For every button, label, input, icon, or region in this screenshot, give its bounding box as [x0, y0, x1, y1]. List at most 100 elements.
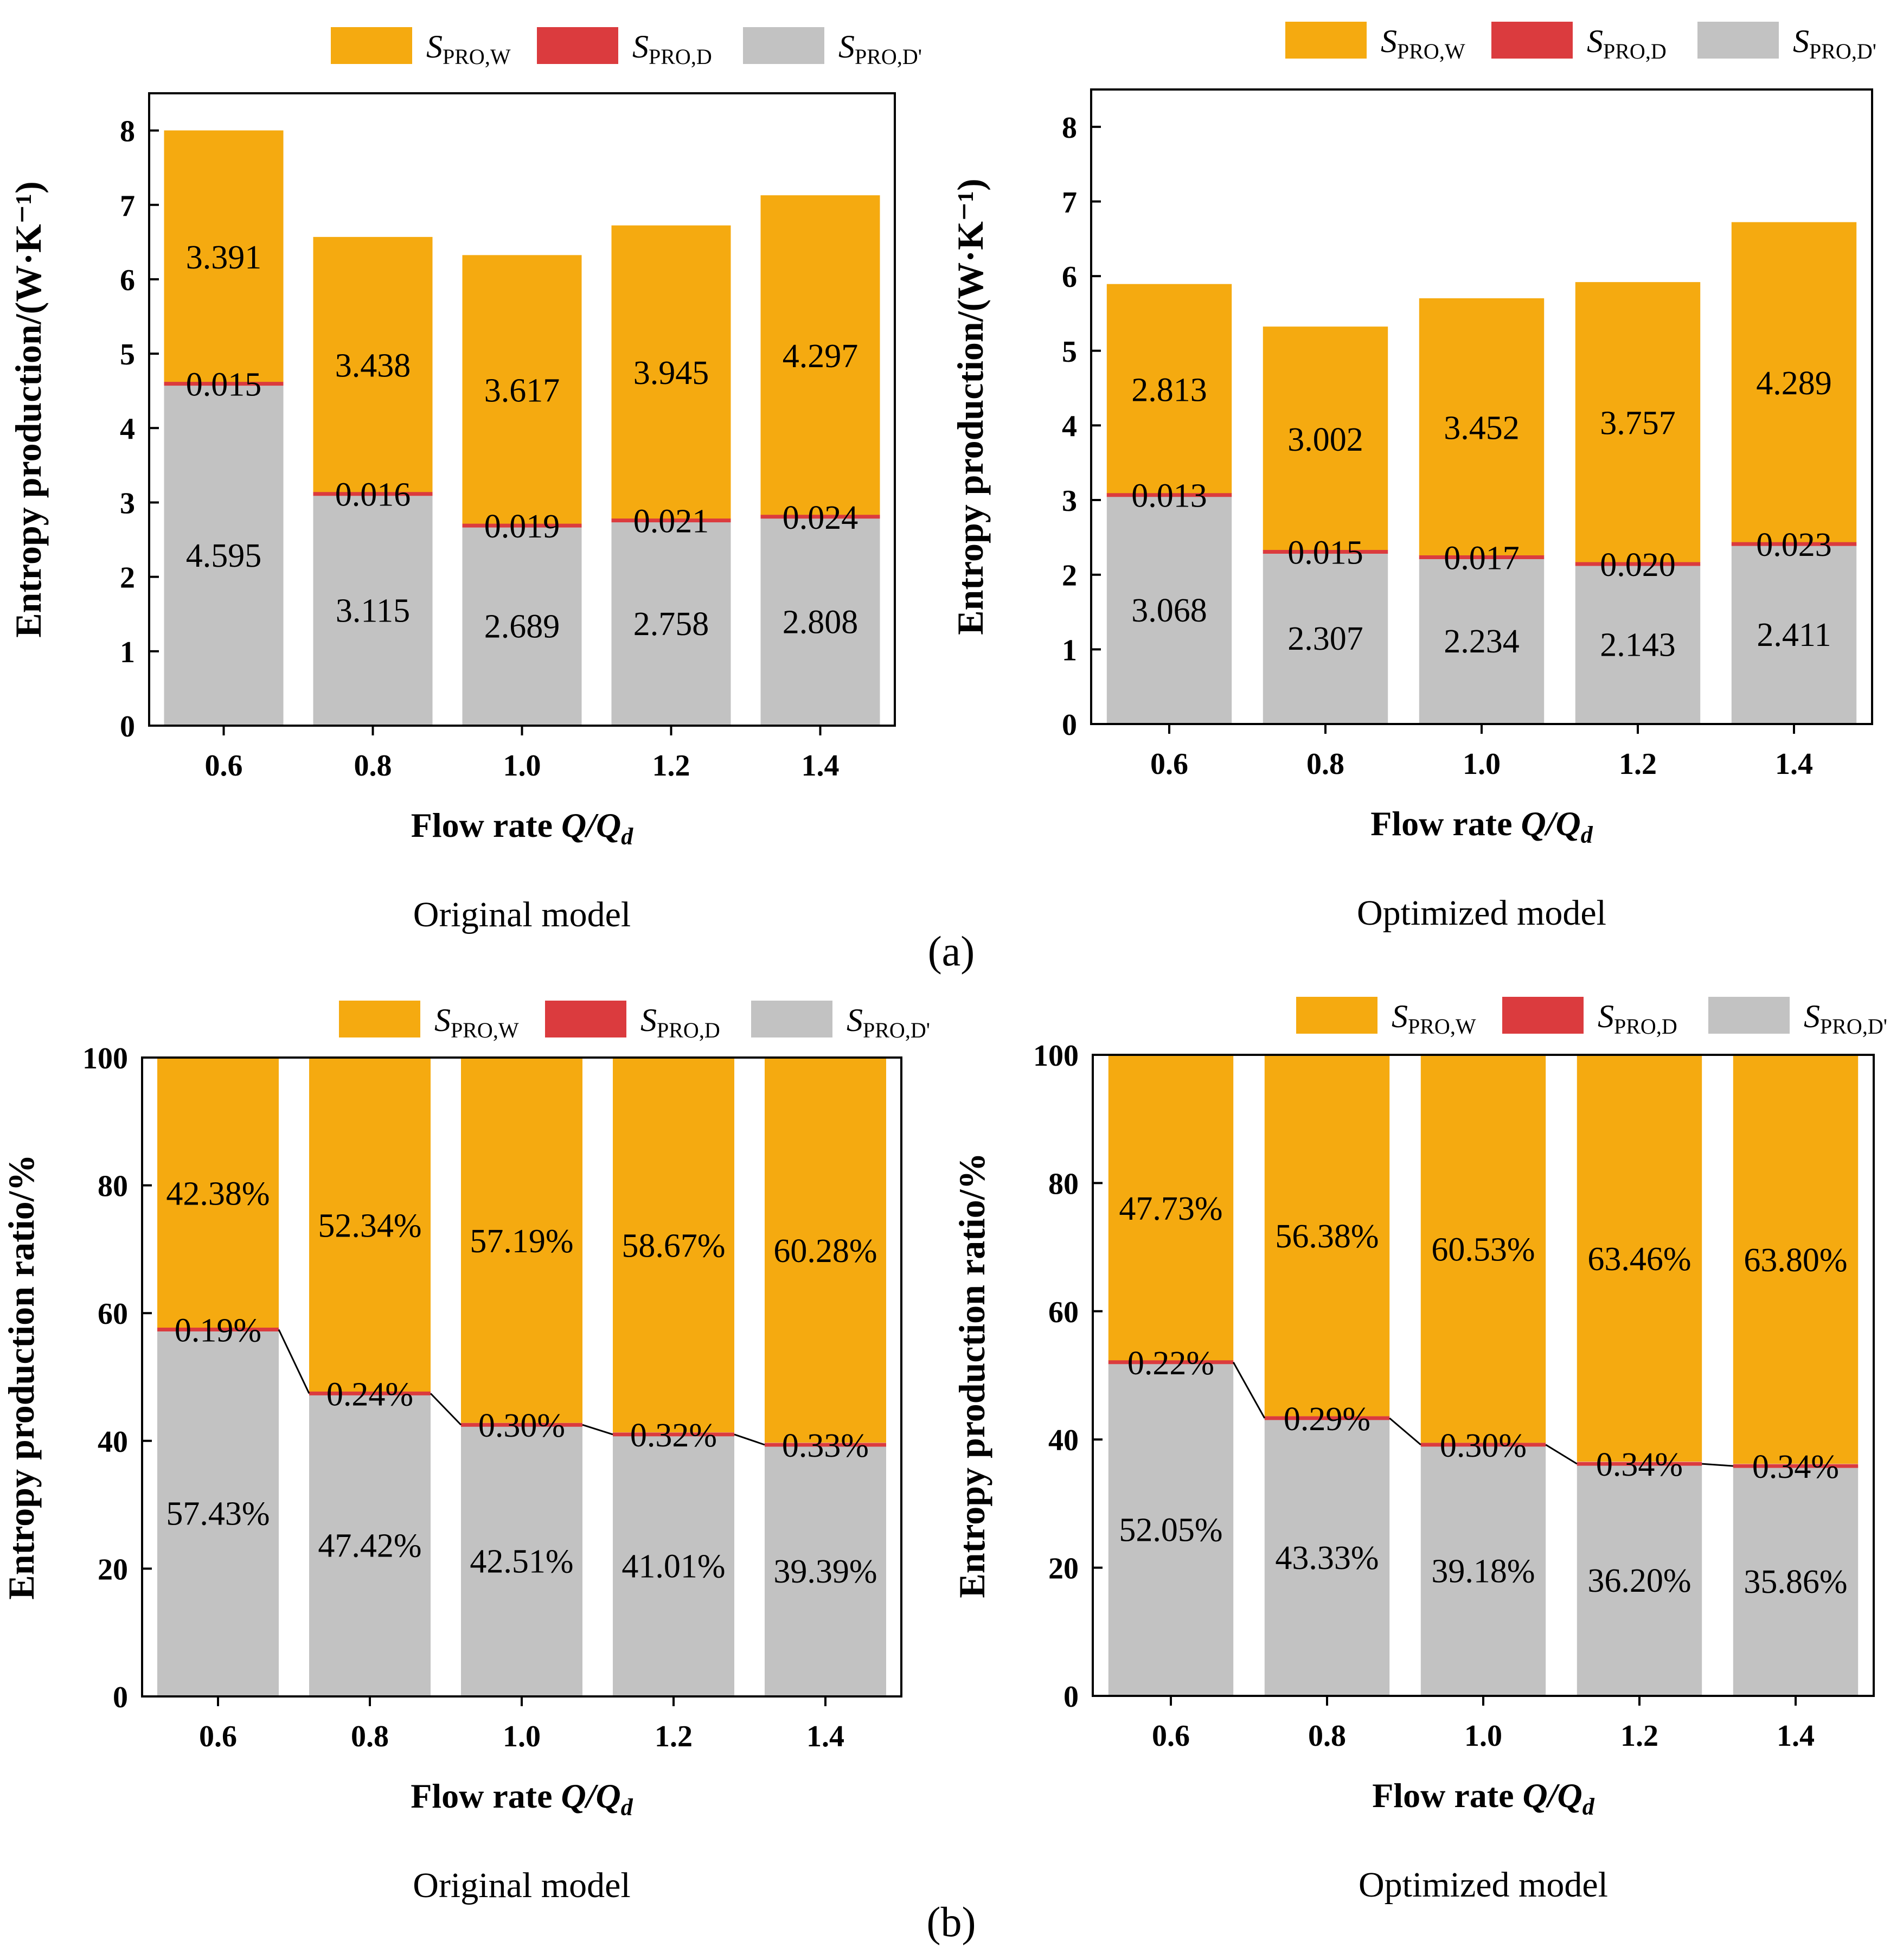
connector-line: [430, 1393, 462, 1426]
y-tick-label: 80: [98, 1170, 128, 1203]
value-label-dprime: 3.115: [336, 592, 410, 629]
bars-group: [1108, 1054, 1859, 1696]
value-label-wall: 63.80%: [1744, 1242, 1847, 1279]
legend-label: SPRO,W: [426, 29, 511, 69]
x-tick-label: 1.2: [652, 749, 690, 783]
value-label-wall: 42.38%: [166, 1176, 270, 1213]
caption-b: (b): [927, 1898, 976, 1945]
x-tick-label: 1.4: [806, 1720, 844, 1753]
connector-line: [582, 1424, 613, 1436]
x-tick-label: 1.4: [1775, 747, 1813, 781]
y-axis-label: Entropy production/(W·K⁻¹): [8, 181, 49, 638]
bar-wall: [613, 1058, 734, 1433]
x-tick-label: 1.0: [503, 1720, 541, 1753]
value-label-dprime: 2.234: [1444, 623, 1520, 660]
value-label-wall: 60.53%: [1431, 1232, 1535, 1269]
value-label-direct: 0.019: [484, 508, 560, 545]
connector-line: [1545, 1444, 1578, 1465]
legend-label: SPRO,D': [838, 29, 922, 69]
legend-label: SPRO,W: [1381, 23, 1465, 63]
value-label-direct: 0.29%: [1284, 1401, 1370, 1438]
caption-a: (a): [928, 927, 975, 975]
value-label-direct: 0.33%: [782, 1427, 869, 1464]
bars-group: [1106, 222, 1857, 724]
value-label-direct: 0.34%: [1596, 1446, 1683, 1483]
bar-wall: [157, 1058, 279, 1329]
value-label-dprime: 52.05%: [1119, 1511, 1222, 1548]
x-tick-label: 0.8: [351, 1720, 389, 1753]
legend-swatch: [537, 27, 618, 64]
model-title: Optimized model: [1357, 893, 1606, 933]
value-label-wall: 3.002: [1287, 421, 1363, 458]
legend-label: SPRO,D: [640, 1002, 720, 1042]
bar-dprime: [1420, 1444, 1546, 1696]
x-axis-label: Flow rate Q/Qd: [411, 1777, 633, 1821]
bar-wall: [462, 255, 582, 524]
value-label-wall: 56.38%: [1275, 1218, 1379, 1255]
legend: SPRO,W SPRO,D SPRO,D': [331, 27, 922, 69]
bar-dprime: [1264, 1418, 1390, 1696]
legend-swatch: [751, 1001, 832, 1037]
value-label-wall: 3.391: [186, 239, 262, 276]
y-tick-label: 1: [120, 636, 135, 669]
value-label-dprime: 2.758: [633, 606, 709, 643]
bar-wall: [1420, 1054, 1546, 1443]
y-tick-label: 8: [120, 115, 135, 149]
y-tick-label: 7: [120, 189, 135, 223]
bar-dprime: [765, 1444, 886, 1696]
bar-dprime: [1419, 557, 1545, 724]
legend-swatch: [545, 1001, 626, 1037]
model-title: Optimized model: [1359, 1865, 1608, 1905]
chart-panel: 52.05% 0.22% 47.73% 43.33% 0.29% 56.38% 39.18%…: [951, 997, 1887, 1905]
x-axis-label: Flow rate Q/Qd: [1370, 804, 1593, 848]
legend-label: SPRO,D: [1587, 23, 1667, 63]
y-tick-label: 0: [113, 1681, 128, 1714]
bar-dprime: [1108, 1362, 1234, 1696]
value-label-direct: 0.22%: [1127, 1345, 1214, 1382]
legend: SPRO,W SPRO,D SPRO,D': [1285, 22, 1876, 63]
chart-panels: 4.595 0.015 3.391 3.115 0.016 3.438 2.689 0.019…: [1, 22, 1887, 1905]
value-label-dprime: 39.18%: [1431, 1553, 1535, 1590]
legend-swatch: [743, 27, 824, 64]
y-tick-label: 40: [1048, 1424, 1079, 1457]
y-axis-label: Entropy production ratio/%: [1, 1154, 42, 1599]
bar-dprime: [1106, 495, 1232, 724]
value-label-direct: 0.32%: [630, 1417, 717, 1454]
bar-dprime: [1575, 564, 1701, 724]
x-tick-label: 1.2: [655, 1720, 693, 1753]
value-label-wall: 4.297: [783, 338, 858, 375]
bar-dprime: [313, 494, 433, 726]
bar-wall: [1577, 1055, 1702, 1462]
bar-dprime: [164, 383, 284, 726]
value-label-direct: 0.024: [783, 499, 858, 536]
bar-wall: [760, 195, 880, 515]
y-tick-label: 4: [1062, 409, 1077, 443]
value-label-direct: 0.34%: [1752, 1449, 1839, 1485]
y-axis-label: Entropy production ratio/%: [951, 1152, 992, 1598]
value-label-wall: 4.289: [1756, 365, 1832, 402]
y-tick-label: 2: [1062, 559, 1077, 593]
value-label-wall: 2.813: [1131, 371, 1207, 408]
value-label-dprime: 43.33%: [1275, 1540, 1379, 1577]
legend-label: SPRO,D': [1804, 998, 1887, 1039]
x-tick-label: 0.8: [1306, 747, 1344, 781]
bar-dprime: [1733, 1466, 1859, 1696]
value-label-dprime: 39.39%: [773, 1553, 877, 1590]
bars-group: [157, 1058, 886, 1696]
y-tick-label: 60: [1048, 1296, 1079, 1329]
bar-dprime: [611, 520, 731, 726]
bar-wall: [461, 1058, 582, 1423]
legend-swatch: [1502, 997, 1584, 1034]
legend-swatch: [1285, 22, 1367, 59]
legend-label: SPRO,D': [847, 1002, 930, 1042]
x-tick-label: 0.6: [1152, 1719, 1190, 1753]
value-label-dprime: 47.42%: [318, 1528, 421, 1565]
bar-dprime: [461, 1425, 582, 1696]
value-label-dprime: 2.689: [484, 609, 560, 645]
value-label-wall: 58.67%: [621, 1228, 725, 1265]
y-tick-label: 0: [120, 710, 135, 744]
value-label-dprime: 35.86%: [1744, 1564, 1847, 1600]
x-tick-label: 1.0: [1464, 1719, 1502, 1753]
legend: SPRO,W SPRO,D SPRO,D': [339, 1001, 930, 1042]
value-label-wall: 63.46%: [1587, 1241, 1691, 1278]
